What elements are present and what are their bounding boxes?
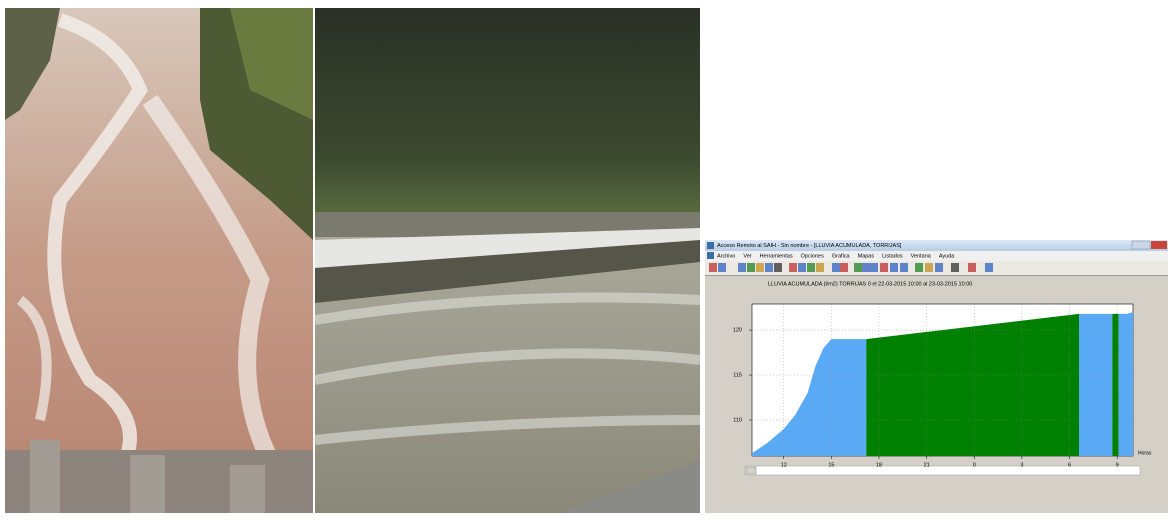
menu-item[interactable]: Mapas <box>858 253 875 259</box>
photo-river <box>315 8 700 513</box>
toolbar-button[interactable] <box>747 263 755 272</box>
window-title: Acceso Remoto al SAIH - Sin nombre - [LL… <box>717 243 902 249</box>
x-tick-label: 9 <box>1116 462 1119 468</box>
toolbar-button[interactable] <box>854 263 862 272</box>
menu-item[interactable]: Archivo <box>717 253 735 259</box>
menu-icon <box>707 252 714 259</box>
x-tick-label: 12 <box>781 462 787 468</box>
toolbar-button[interactable] <box>807 263 815 272</box>
x-tick-label: 18 <box>876 462 882 468</box>
chart: LLUVIA ACUMULADA (l/m2) TORRIJAS 0 el 22… <box>733 281 1152 475</box>
y-tick-label: 110 <box>733 417 742 423</box>
toolbar-button[interactable] <box>765 263 773 272</box>
y-tick-label: 115 <box>733 373 742 379</box>
x-axis-label: Horas <box>1138 450 1152 456</box>
toolbar-button[interactable] <box>880 263 888 272</box>
toolbar-button[interactable] <box>840 263 848 272</box>
toolbar-button[interactable] <box>774 263 782 272</box>
x-tick-label: 3 <box>1020 462 1023 468</box>
y-tick-label: 120 <box>733 328 742 334</box>
chart-title: LLUVIA ACUMULADA (l/m2) TORRIJAS 0 el 22… <box>768 281 972 287</box>
toolbar-button[interactable] <box>816 263 824 272</box>
x-tick-label: 15 <box>828 462 834 468</box>
toolbar-button[interactable] <box>862 263 870 272</box>
menu-item[interactable]: Ver <box>743 253 751 259</box>
scroll-thumb[interactable] <box>746 467 756 474</box>
toolbar-button[interactable] <box>798 263 806 272</box>
toolbar-button[interactable] <box>935 263 943 272</box>
menu-item[interactable]: Ventana <box>911 253 932 259</box>
toolbar-button[interactable] <box>985 263 993 272</box>
minimize-button[interactable] <box>1132 241 1150 249</box>
scrollbar[interactable] <box>745 466 1140 475</box>
toolbar-button[interactable] <box>890 263 898 272</box>
menu-item[interactable]: Opciones <box>801 253 824 259</box>
area <box>1079 314 1112 456</box>
toolbar-button[interactable] <box>756 263 764 272</box>
toolbar-button[interactable] <box>968 263 976 272</box>
menu-item[interactable]: Listados <box>882 253 903 259</box>
toolbar-button[interactable] <box>709 263 717 272</box>
menu-item[interactable]: Grafica <box>832 253 851 259</box>
area <box>1119 312 1133 456</box>
close-button[interactable] <box>1151 241 1167 249</box>
menu-item[interactable]: Ayuda <box>939 253 955 259</box>
menu-item[interactable]: Herramientas <box>760 253 793 259</box>
x-tick-label: 6 <box>1068 462 1071 468</box>
page: Acceso Remoto al SAIH - Sin nombre - [LL… <box>0 0 1168 515</box>
toolbar-button[interactable] <box>738 263 746 272</box>
toolbar-button[interactable] <box>832 263 840 272</box>
toolbar-button[interactable] <box>951 263 959 272</box>
toolbar-button[interactable] <box>915 263 923 272</box>
toolbar-button[interactable] <box>870 263 878 272</box>
toolbar-button[interactable] <box>925 263 933 272</box>
area <box>1112 314 1118 456</box>
toolbar-button[interactable] <box>900 263 908 272</box>
toolbar-button[interactable] <box>718 263 726 272</box>
x-tick-label: 0 <box>973 462 976 468</box>
photo-spillway <box>5 8 313 513</box>
composite: Acceso Remoto al SAIH - Sin nombre - [LL… <box>0 0 1168 515</box>
x-tick-label: 21 <box>924 462 930 468</box>
toolbar-button[interactable] <box>789 263 797 272</box>
